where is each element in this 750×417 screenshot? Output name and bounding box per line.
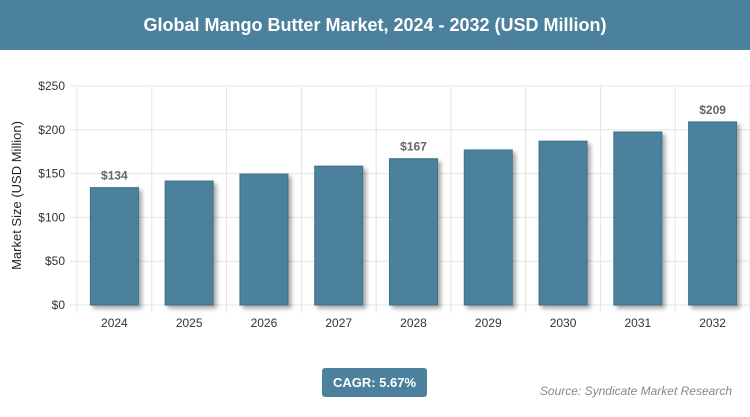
y-tick-label: $200 <box>38 123 65 137</box>
data-label: $167 <box>400 140 427 154</box>
data-label: $134 <box>101 169 128 183</box>
y-tick-label: $150 <box>38 167 65 181</box>
x-tick-label: 2026 <box>251 316 278 330</box>
x-tick-label: 2028 <box>400 316 427 330</box>
bar-2024 <box>89 187 139 306</box>
x-tick-label: 2031 <box>624 316 651 330</box>
bar-2027 <box>314 165 364 306</box>
x-tick-label: 2032 <box>699 316 726 330</box>
x-tick-label: 2025 <box>176 316 203 330</box>
y-tick-label: $250 <box>38 79 65 93</box>
bar-2030 <box>538 140 588 306</box>
y-tick-label: $0 <box>52 298 66 312</box>
data-label: $209 <box>699 103 726 117</box>
cagr-badge: CAGR: 5.67% <box>322 368 427 397</box>
x-tick-label: 2027 <box>325 316 352 330</box>
bar-2025 <box>164 180 214 306</box>
y-axis-label: Market Size (USD Million) <box>9 121 24 270</box>
chart-title: Global Mango Butter Market, 2024 - 2032 … <box>0 0 750 50</box>
x-tick-label: 2029 <box>475 316 502 330</box>
bar-2031 <box>613 131 663 306</box>
bar-2032 <box>688 121 738 306</box>
source-note: Source: Syndicate Market Research <box>539 384 732 398</box>
x-tick-label: 2024 <box>101 316 128 330</box>
x-tick-label: 2030 <box>550 316 577 330</box>
bar-2029 <box>463 149 513 306</box>
bar-2026 <box>239 173 289 306</box>
y-tick-label: $50 <box>45 254 65 268</box>
bar-2028 <box>389 158 438 306</box>
y-tick-label: $100 <box>38 210 65 224</box>
bar-chart: $0 $50 $100 $150 $200 $250 2024 $134 2025 2026 202… <box>9 79 750 330</box>
